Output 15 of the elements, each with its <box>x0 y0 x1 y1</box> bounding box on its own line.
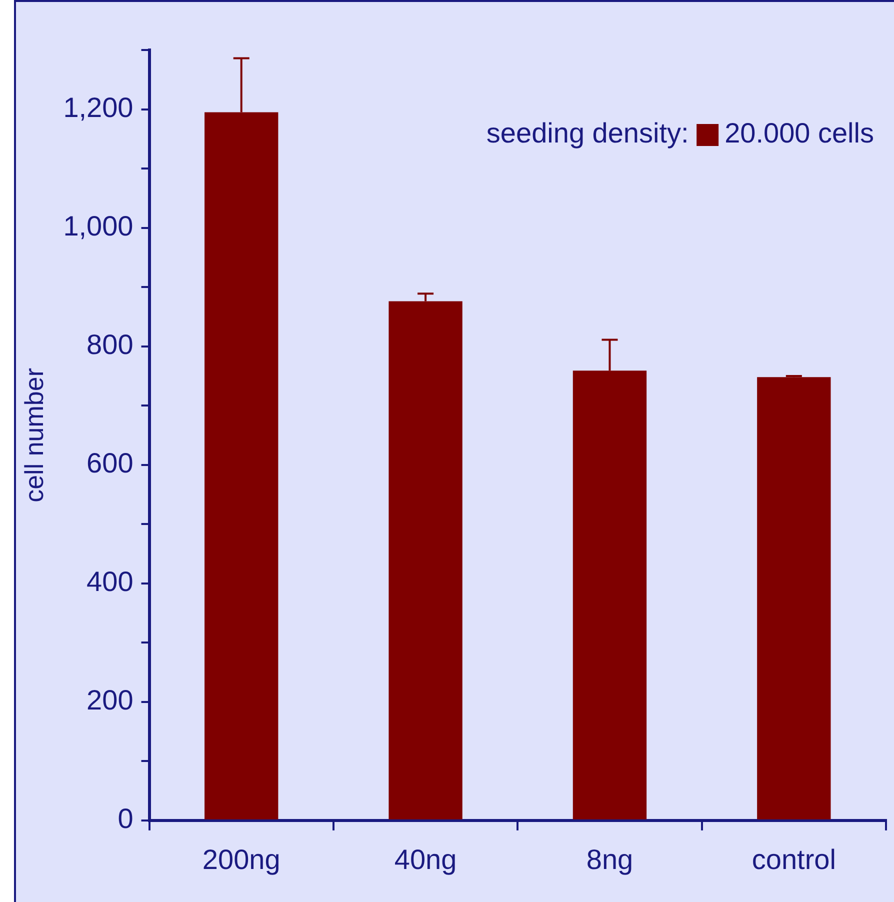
x-tick-label: 40ng <box>394 844 457 875</box>
bar <box>757 377 831 820</box>
y-tick-label: 1,200 <box>63 92 134 123</box>
y-tick-label: 400 <box>86 566 134 598</box>
y-tick-label: 200 <box>86 684 134 716</box>
y-tick-label: 800 <box>86 329 134 360</box>
y-tick-label: 1,000 <box>63 210 134 242</box>
y-tick-label: 600 <box>86 448 134 479</box>
y-axis-title: cell number <box>18 368 49 502</box>
legend-label: 20.000 cells <box>724 118 874 149</box>
x-tick-label: 200ng <box>202 844 280 875</box>
x-tick-label: 8ng <box>586 844 634 875</box>
x-tick-label: control <box>752 844 836 875</box>
legend-title: seeding density: <box>486 118 697 149</box>
y-tick-label: 0 <box>118 803 134 834</box>
